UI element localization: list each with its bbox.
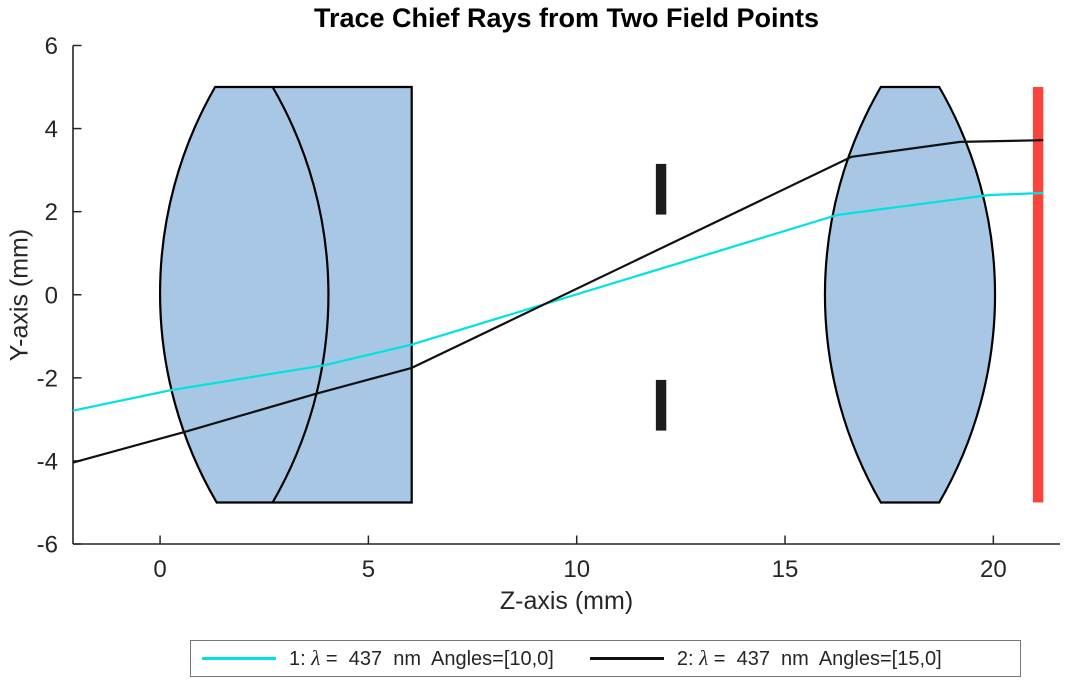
legend-item-ray2[interactable]: 2: λ = 437 nm Angles=[15,0]	[589, 646, 942, 671]
chief-ray-2	[72, 139, 1044, 464]
y-tick-label: 6	[45, 33, 58, 60]
y-tick-label: 0	[45, 282, 58, 309]
x-tick-label: 5	[362, 556, 375, 583]
chart-title: Trace Chief Rays from Two Field Points	[313, 3, 820, 33]
legend-line-sample-ray2	[589, 657, 664, 660]
y-tick-label: 2	[45, 199, 58, 226]
plot-area: 0 5 10 15 20 -6 -4 -2 0 2 4 6	[37, 33, 1060, 583]
lambda-symbol: λ	[311, 646, 321, 670]
chief-ray-1	[72, 191, 1044, 412]
lens-2	[823, 85, 997, 504]
legend-label-ray1: 1: λ = 437 nm Angles=[10,0]	[289, 646, 554, 670]
y-axis-label: Y-axis (mm)	[5, 228, 34, 362]
image-plane	[1032, 87, 1044, 503]
x-tick-label: 10	[563, 556, 590, 583]
legend: 1: λ = 437 nm Angles=[10,0] 2: λ = 437 n…	[190, 640, 1021, 677]
aperture-stop-bar	[655, 163, 667, 215]
y-tick-label: 4	[45, 116, 58, 143]
lambda-symbol: λ	[699, 646, 709, 670]
y-tick-label: -4	[37, 448, 58, 475]
legend-item-ray1[interactable]: 1: λ = 437 nm Angles=[10,0]	[202, 646, 554, 671]
lens-group-1-inner-surface	[271, 86, 330, 504]
x-axis-label: Z-axis (mm)	[499, 587, 634, 615]
y-tick-label: -6	[37, 532, 58, 559]
legend-line-sample-ray1	[202, 657, 276, 660]
legend-label-ray2: 2: λ = 437 nm Angles=[15,0]	[676, 646, 942, 670]
x-tick-label: 20	[980, 556, 1007, 583]
x-tick-label: 15	[772, 556, 799, 583]
y-tick-label: -2	[37, 365, 58, 392]
aperture-stop-bar	[655, 379, 667, 431]
lens-group-1	[158, 85, 413, 504]
x-tick-label: 0	[153, 556, 166, 583]
